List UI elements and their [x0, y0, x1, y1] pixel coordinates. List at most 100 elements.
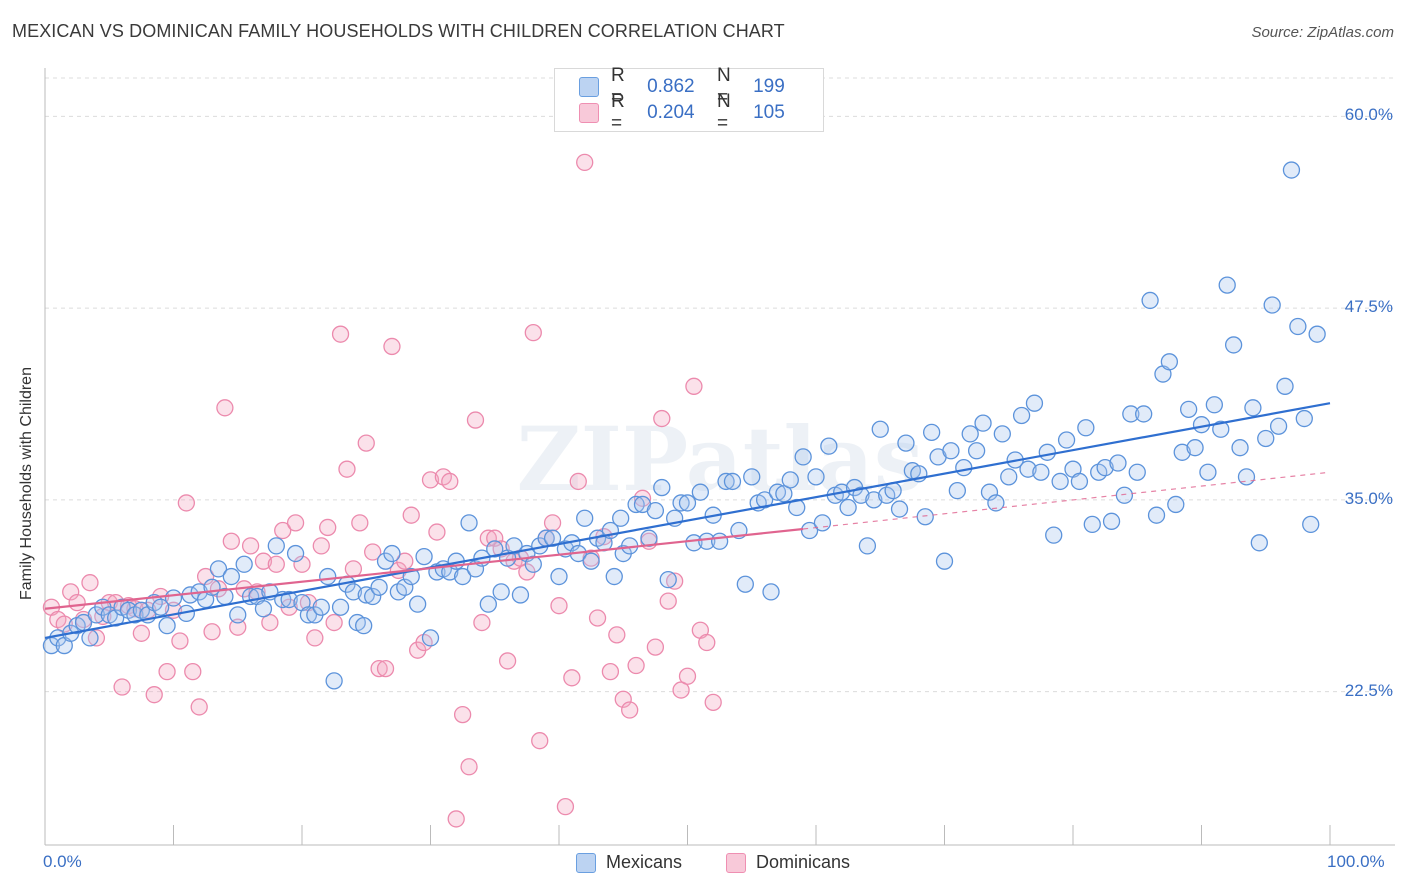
y-tick-label: 35.0%: [1344, 488, 1393, 508]
dominican-point: [685, 377, 703, 395]
mexican-point: [923, 423, 941, 442]
dominican-point: [498, 652, 517, 670]
mexican-point: [948, 481, 966, 500]
dominican-point: [666, 572, 684, 590]
mexican-point: [235, 555, 253, 573]
mexican-point: [331, 598, 350, 616]
series-legend-dominicans: Dominicans: [726, 852, 850, 873]
dominican-point: [261, 613, 279, 632]
n-label: N =: [717, 91, 731, 134]
dominican-point: [698, 633, 716, 652]
dominican-point: [216, 399, 234, 417]
mexicans-swatch: [576, 852, 596, 873]
y-tick-label: 60.0%: [1344, 105, 1393, 125]
mexican-point: [993, 425, 1011, 443]
mexican-point: [807, 468, 825, 486]
mexican-point: [164, 589, 183, 607]
dominican-point: [344, 560, 363, 578]
mexican-point: [800, 521, 819, 540]
mexican-point: [698, 532, 716, 550]
mexican-point: [762, 583, 780, 601]
mexican-point: [453, 567, 472, 586]
dominican-point: [113, 678, 131, 696]
mexican-point: [151, 598, 170, 616]
y-tick-label: 22.5%: [1344, 680, 1393, 700]
x-tick-label-min: 0.0%: [43, 852, 82, 871]
dominican-point: [351, 514, 369, 532]
mexican-point: [582, 552, 600, 570]
mexican-point: [987, 494, 1005, 512]
mexican-point: [1231, 439, 1249, 457]
dominican-point: [370, 659, 388, 678]
dominican-point: [402, 506, 420, 524]
mexican-point: [839, 498, 857, 517]
x-tick-label-max: 100.0%: [1327, 852, 1385, 871]
dominican-point: [556, 798, 575, 816]
mexicans-swatch: [579, 77, 599, 97]
mexican-point: [383, 544, 401, 563]
mexican-point: [974, 414, 992, 432]
mexican-point: [775, 485, 793, 503]
dominican-point: [421, 471, 440, 489]
mexican-point: [768, 483, 787, 501]
dominican-point: [550, 597, 568, 615]
source-label: Source: ZipAtlas.com: [1251, 24, 1394, 41]
mexican-point: [653, 478, 671, 497]
dominican-point: [659, 592, 677, 610]
mexican-point: [1308, 325, 1326, 343]
mexican-point: [1057, 431, 1076, 449]
mexican-point: [479, 595, 497, 613]
mexican-point: [1141, 291, 1159, 310]
dominican-point: [627, 656, 645, 675]
mexican-point: [1051, 472, 1069, 491]
dominican-point: [81, 574, 99, 592]
mexican-point: [312, 598, 330, 616]
dominican-point: [190, 698, 208, 716]
mexican-point: [1025, 394, 1044, 412]
mexican-point: [1269, 417, 1288, 435]
mexican-point: [1128, 463, 1146, 481]
mexican-point: [408, 595, 427, 613]
mexican-point: [710, 532, 729, 550]
dominican-point: [184, 663, 202, 681]
mexican-point: [961, 425, 979, 443]
mexican-point: [871, 420, 889, 438]
r-value: 0.204: [647, 102, 695, 123]
mexican-point: [576, 509, 594, 527]
mexican-point: [460, 514, 478, 532]
dominican-point: [274, 521, 292, 540]
mexican-point: [319, 567, 337, 586]
mexican-point: [1045, 526, 1063, 544]
mexican-point: [280, 590, 298, 609]
mexican-point: [222, 567, 240, 586]
dominican-point: [254, 552, 273, 570]
dominican-point: [87, 629, 106, 647]
mexican-point: [355, 616, 373, 635]
mexican-point: [858, 537, 877, 555]
mexican-point: [967, 442, 986, 460]
mexican-point: [415, 547, 433, 566]
dominican-point: [229, 618, 247, 636]
dominican-point: [222, 532, 240, 550]
mexican-point: [1205, 396, 1223, 414]
dominican-point: [447, 810, 465, 828]
mexican-point: [1186, 439, 1204, 457]
dominican-point: [171, 632, 189, 650]
mexican-point: [1212, 420, 1230, 438]
mexican-point: [1302, 515, 1320, 534]
dominican-point: [319, 518, 337, 537]
watermark: ZIPatlas: [517, 407, 924, 511]
mexican-point: [852, 486, 870, 504]
axes: [44, 68, 1395, 846]
mexican-point: [550, 567, 568, 586]
dominican-point: [357, 434, 375, 452]
dominican-point: [543, 514, 562, 532]
dominican-point: [653, 409, 671, 428]
mexicans-points: [42, 161, 1326, 690]
mexican-point: [1083, 515, 1101, 534]
mexican-point: [916, 508, 934, 526]
mexican-point: [158, 616, 176, 635]
mexican-point: [755, 491, 774, 509]
mexican-point: [1135, 405, 1153, 423]
mexican-point: [1224, 336, 1243, 354]
